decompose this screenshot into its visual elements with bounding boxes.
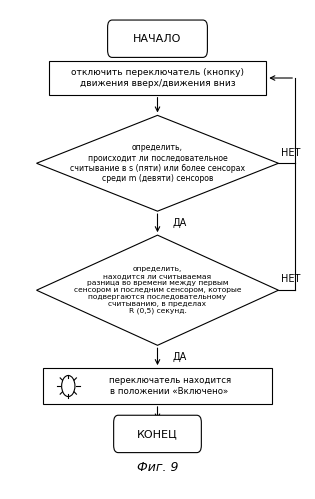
Circle shape bbox=[62, 375, 75, 397]
Text: НАЧАЛО: НАЧАЛО bbox=[133, 34, 182, 44]
Polygon shape bbox=[37, 115, 278, 211]
FancyBboxPatch shape bbox=[108, 20, 207, 57]
Polygon shape bbox=[37, 235, 278, 345]
Text: отключить переключатель (кнопку)
движения вверх/движения вниз: отключить переключатель (кнопку) движени… bbox=[71, 68, 244, 88]
Text: ДА: ДА bbox=[173, 218, 187, 228]
Text: ДА: ДА bbox=[173, 352, 187, 362]
FancyBboxPatch shape bbox=[114, 415, 201, 453]
Text: НЕТ: НЕТ bbox=[282, 148, 301, 158]
Text: переключатель находится
в положении «Включено»: переключатель находится в положении «Вкл… bbox=[109, 376, 231, 396]
Text: КОНЕЦ: КОНЕЦ bbox=[137, 429, 178, 439]
Text: определить,
находится ли считываемая
разница во времени между первым
сенсором и : определить, находится ли считываемая раз… bbox=[74, 266, 241, 314]
Text: Фиг. 9: Фиг. 9 bbox=[137, 461, 178, 474]
Text: определить,
происходит ли последовательное
считывание в s (пяти) или более сенсо: определить, происходит ли последовательн… bbox=[70, 143, 245, 183]
Text: НЕТ: НЕТ bbox=[282, 274, 301, 284]
Bar bbox=[43, 368, 272, 404]
Bar bbox=[49, 61, 266, 95]
